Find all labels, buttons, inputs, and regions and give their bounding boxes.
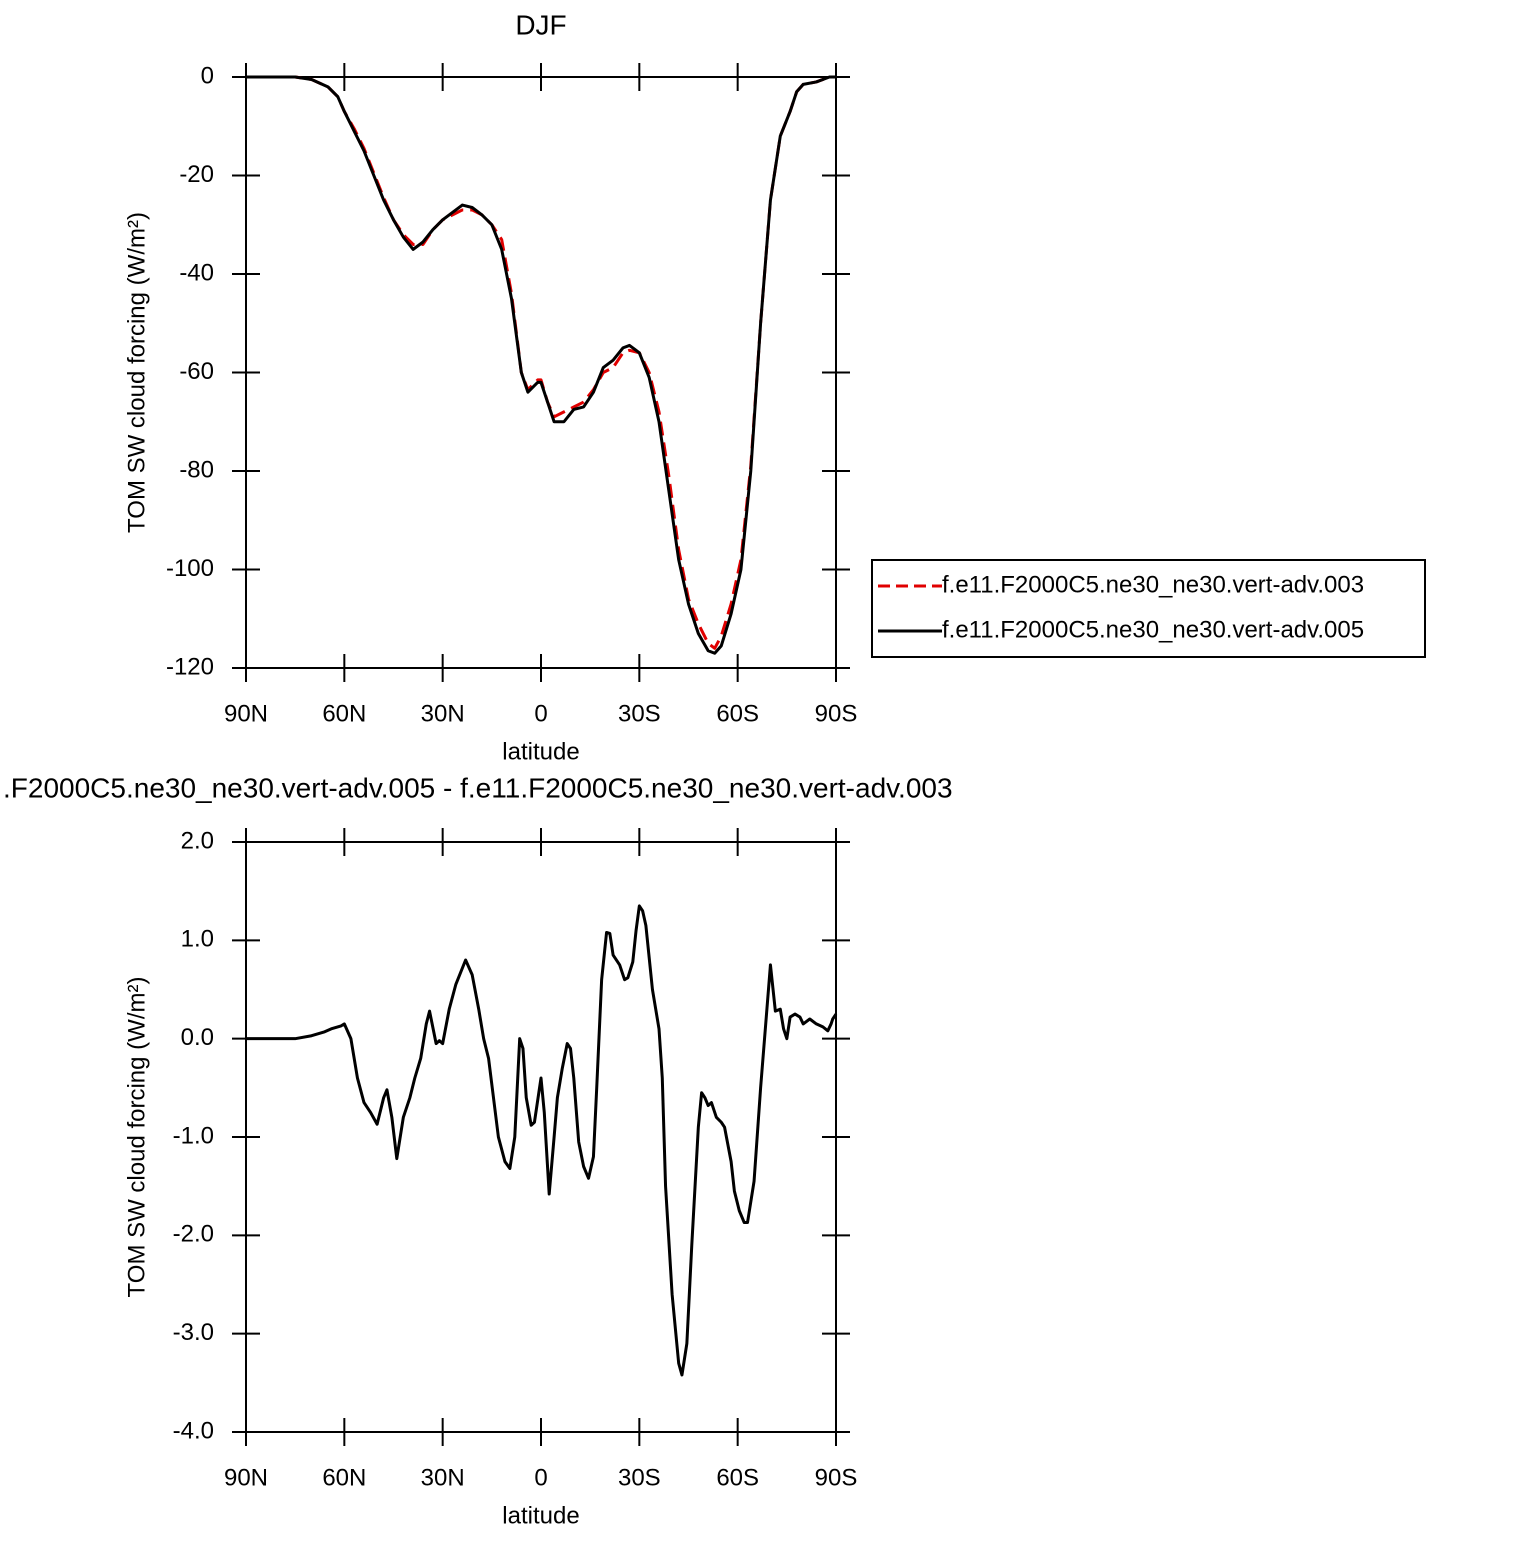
data-line: [246, 75, 836, 655]
data-line: [246, 75, 836, 650]
data-line: [246, 904, 838, 1377]
chart-title: .F2000C5.ne30_ne30.vert-adv.005 - f.e11.…: [3, 772, 953, 803]
legend-label: f.e11.F2000C5.ne30_ne30.vert-adv.005: [942, 616, 1364, 643]
y-tick-label: -60: [179, 358, 214, 385]
y-tick-label: 2.0: [181, 827, 214, 854]
y-tick-label: -4.0: [173, 1417, 214, 1444]
x-tick-label: 60N: [322, 1464, 366, 1491]
y-tick-label: -40: [179, 259, 214, 286]
y-axis-label: TOM SW cloud forcing (W/m²): [123, 977, 150, 1298]
x-tick-label: 90N: [224, 1464, 268, 1491]
x-tick-label: 60S: [716, 700, 759, 727]
x-tick-label: 30S: [618, 700, 661, 727]
x-tick-label: 90N: [224, 700, 268, 727]
x-tick-label: 30S: [618, 1464, 661, 1491]
legend-box: [871, 559, 1426, 658]
legend-label: f.e11.F2000C5.ne30_ne30.vert-adv.003: [942, 571, 1364, 598]
y-tick-label: -20: [179, 161, 214, 188]
x-axis-label: latitude: [502, 1502, 579, 1529]
x-tick-label: 90S: [815, 1464, 858, 1491]
plot-frame: [245, 76, 837, 669]
plot-frame: [245, 841, 837, 1433]
x-tick-label: 90S: [815, 700, 858, 727]
y-tick-label: -120: [166, 653, 214, 680]
x-tick-label: 0: [534, 1464, 547, 1491]
y-tick-label: -100: [166, 555, 214, 582]
x-tick-label: 30N: [421, 1464, 465, 1491]
x-tick-label: 60N: [322, 700, 366, 727]
x-tick-label: 0: [534, 700, 547, 727]
y-tick-label: -1.0: [173, 1122, 214, 1149]
y-axis-label: TOM SW cloud forcing (W/m²): [123, 212, 150, 533]
x-tick-label: 60S: [716, 1464, 759, 1491]
y-tick-label: -2.0: [173, 1221, 214, 1248]
y-tick-label: 0: [201, 62, 214, 89]
x-tick-label: 30N: [421, 700, 465, 727]
y-tick-label: 1.0: [181, 926, 214, 953]
y-tick-label: -80: [179, 456, 214, 483]
y-tick-label: 0.0: [181, 1024, 214, 1051]
x-axis-label: latitude: [502, 738, 579, 765]
chart-title: DJF: [515, 9, 566, 40]
y-tick-label: -3.0: [173, 1319, 214, 1346]
